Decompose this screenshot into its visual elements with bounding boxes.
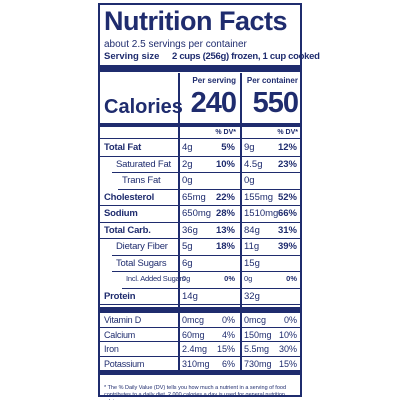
nutrient-name: Potassium bbox=[104, 358, 145, 369]
amount: 310mg bbox=[182, 358, 210, 369]
dv-label: % DV* bbox=[277, 129, 298, 136]
row-rule bbox=[100, 326, 300, 328]
amount: 0g bbox=[182, 175, 193, 186]
amount: 14g bbox=[182, 290, 198, 302]
amount: 36g bbox=[182, 224, 198, 236]
daily-value: 0% bbox=[286, 274, 297, 283]
row-rule bbox=[100, 221, 300, 223]
row-rule bbox=[112, 271, 300, 272]
nutrient-name: Vitamin D bbox=[104, 315, 142, 325]
daily-value: 30% bbox=[278, 344, 297, 354]
daily-value: 15% bbox=[216, 344, 235, 354]
amount: 15g bbox=[244, 257, 260, 269]
nutrient-name: Trans Fat bbox=[122, 175, 161, 186]
amount: 11g bbox=[244, 241, 260, 252]
amount: 730mg bbox=[244, 358, 272, 369]
daily-value: 6% bbox=[221, 358, 235, 369]
amount: 0g bbox=[182, 274, 191, 283]
amount: 6g bbox=[182, 257, 193, 269]
row-rule bbox=[122, 287, 300, 289]
nutrient-name: Calcium bbox=[104, 329, 136, 340]
column-calories: 550 bbox=[252, 87, 299, 119]
nutrient-name: Sodium bbox=[104, 208, 138, 219]
row-rule bbox=[100, 341, 300, 342]
amount: 32g bbox=[244, 290, 260, 302]
amount: 2g bbox=[182, 158, 193, 170]
dv-label: % DV* bbox=[215, 129, 236, 136]
daily-value: 12% bbox=[277, 142, 297, 153]
row-rule bbox=[100, 370, 300, 371]
daily-value: 10% bbox=[215, 158, 235, 170]
rule bbox=[100, 371, 300, 375]
amount: 2.4mg bbox=[182, 344, 208, 354]
daily-value: 28% bbox=[215, 208, 235, 219]
nutrition-label: Nutrition Facts about 2.5 servings per c… bbox=[98, 3, 320, 400]
amount: 650mg bbox=[182, 208, 212, 219]
nutrient-name: Total Fat bbox=[104, 142, 142, 153]
calories-label: Calories bbox=[104, 96, 183, 118]
amount: 4g bbox=[182, 142, 193, 153]
nutrient-name: Iron bbox=[104, 344, 119, 354]
column-calories: 240 bbox=[190, 87, 237, 119]
nutrient-name: Saturated Fat bbox=[116, 158, 171, 170]
daily-value: 5% bbox=[221, 142, 235, 153]
column-heading: Per container bbox=[246, 76, 298, 85]
serving-size: 2 cups (256g) frozen, 1 cup cooked bbox=[172, 51, 320, 62]
servings: about 2.5 servings per container bbox=[104, 39, 247, 50]
amount: 0mcg bbox=[182, 315, 205, 325]
row-rule bbox=[100, 238, 300, 239]
column-heading: Per serving bbox=[192, 76, 236, 85]
nutrient-name: Incl. Added Sugars bbox=[126, 274, 186, 283]
nutrient-name: Total Carb. bbox=[104, 224, 151, 236]
row-rule bbox=[100, 155, 300, 157]
row-rule bbox=[118, 188, 300, 190]
daily-value: 31% bbox=[277, 224, 297, 236]
row-rule bbox=[112, 254, 300, 256]
amount: 5g bbox=[182, 241, 193, 252]
serving-size-label: Serving size bbox=[104, 51, 160, 62]
nutrient-name: Protein bbox=[104, 290, 136, 302]
row-rule bbox=[100, 355, 300, 357]
nutrient-name: Total Sugars bbox=[116, 257, 167, 269]
amount: 60mg bbox=[182, 329, 205, 340]
amount: 155mg bbox=[244, 191, 274, 203]
daily-value: 22% bbox=[215, 191, 235, 203]
thick-rule bbox=[100, 307, 300, 313]
rule bbox=[100, 138, 300, 139]
amount: 0g bbox=[244, 274, 253, 283]
nutrient-name: Cholesterol bbox=[104, 191, 155, 203]
daily-value: 18% bbox=[215, 241, 235, 252]
amount: 150mg bbox=[244, 329, 272, 340]
nutrient-name: Dietary Fiber bbox=[116, 241, 168, 252]
amount: 65mg bbox=[182, 191, 206, 203]
thick-rule bbox=[100, 65, 300, 72]
amount: 84g bbox=[244, 224, 260, 236]
daily-value: 13% bbox=[215, 224, 235, 236]
amount: 5.5mg bbox=[244, 344, 270, 354]
amount: 4.5g bbox=[244, 158, 263, 170]
daily-value: 23% bbox=[277, 158, 297, 170]
daily-value: 10% bbox=[278, 329, 297, 340]
daily-value: 4% bbox=[221, 329, 235, 340]
daily-value: 0% bbox=[283, 315, 297, 325]
amount: 9g bbox=[244, 142, 255, 153]
amount: 0mcg bbox=[244, 315, 267, 325]
daily-value: 52% bbox=[277, 191, 297, 203]
daily-value: 66% bbox=[277, 208, 297, 219]
title: Nutrition Facts bbox=[104, 6, 288, 36]
row-rule bbox=[100, 205, 300, 206]
amount: 0g bbox=[244, 175, 255, 186]
row-rule bbox=[112, 172, 300, 173]
daily-value: 0% bbox=[221, 315, 235, 325]
daily-value: 0% bbox=[224, 274, 235, 283]
daily-value: 39% bbox=[277, 241, 297, 252]
footnote: * The % Daily Value (DV) tells you how m… bbox=[104, 385, 286, 400]
amount: 1510mg bbox=[244, 208, 279, 219]
row-rule bbox=[100, 304, 300, 305]
daily-value: 15% bbox=[278, 358, 297, 369]
rule bbox=[100, 123, 300, 127]
